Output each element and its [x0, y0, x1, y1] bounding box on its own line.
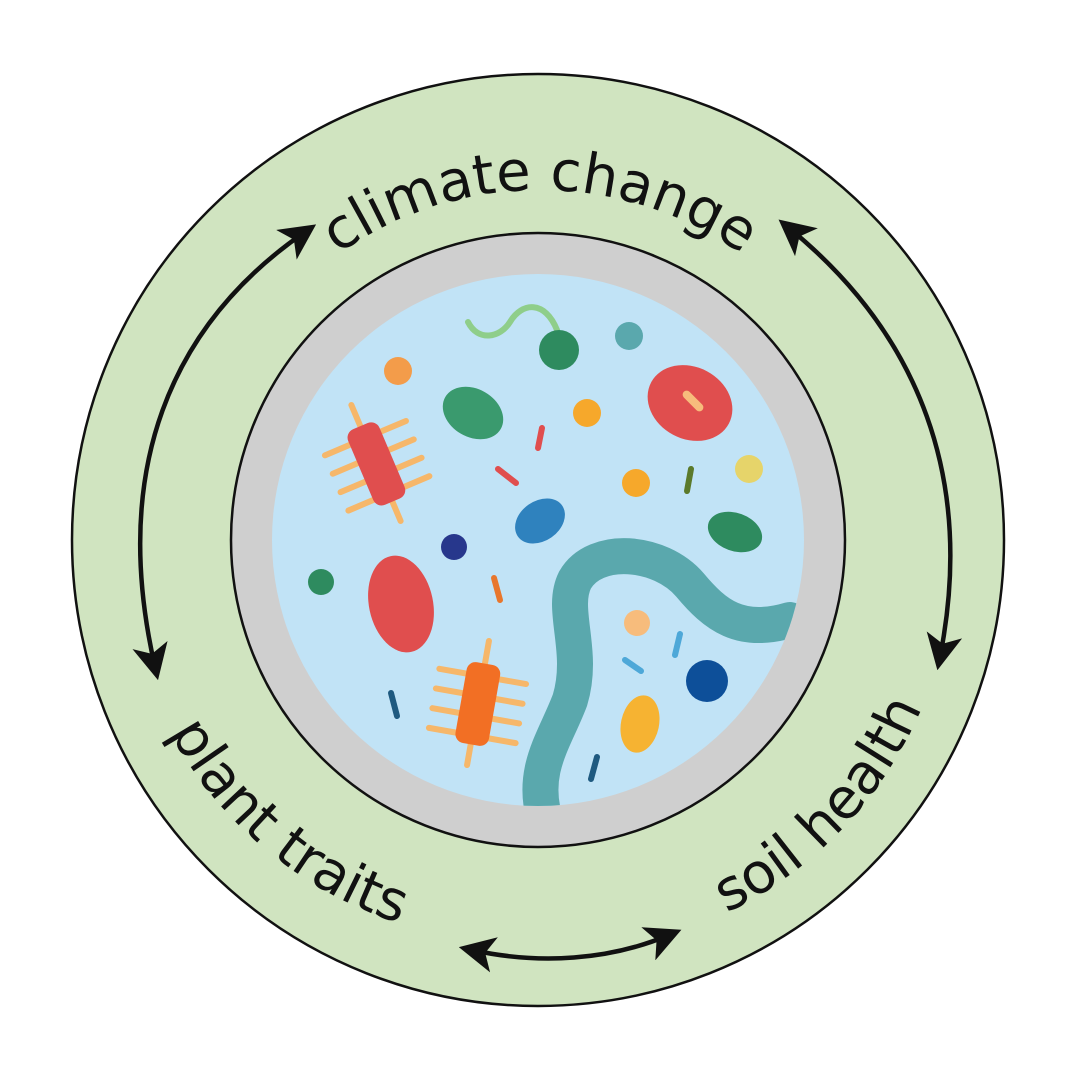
microbe-rod	[388, 690, 400, 719]
red-ciliate	[321, 402, 433, 524]
microbe-dot	[622, 469, 650, 497]
microbe-rod	[672, 631, 683, 658]
squiggle-bacterium-tail	[465, 304, 560, 339]
microbe-oval	[707, 511, 763, 553]
microbe-dot	[441, 534, 467, 560]
microbe-rod	[588, 754, 600, 782]
orange-ciliate	[425, 637, 530, 769]
microbe-dot	[573, 399, 601, 427]
microbe-rod	[535, 425, 545, 451]
microbe-dot	[624, 610, 650, 636]
arrow-climate-plant	[132, 224, 317, 681]
microbe-oval	[442, 386, 504, 440]
arrow-climate-soil	[778, 219, 963, 671]
microbe-rod	[622, 657, 644, 674]
microbe-oval	[368, 555, 434, 653]
microbe-dot	[686, 660, 728, 702]
microbe-rod	[495, 466, 519, 486]
microbe-rod	[491, 575, 503, 603]
microbe-dot	[308, 569, 334, 595]
microbe-dot	[615, 322, 643, 350]
microbe-oval-marking	[682, 390, 704, 412]
microbe-oval	[515, 498, 565, 544]
teal-river	[522, 538, 804, 806]
microbe-dot	[735, 455, 763, 483]
petri-dish-microbes-icon	[229, 231, 847, 849]
squiggle-bacterium-head	[539, 330, 579, 370]
microbes	[308, 304, 804, 806]
microbe-dot	[384, 357, 412, 385]
microbe-rod	[684, 466, 694, 494]
microbe-oval	[620, 695, 660, 753]
arrow-plant-soil	[458, 927, 682, 973]
